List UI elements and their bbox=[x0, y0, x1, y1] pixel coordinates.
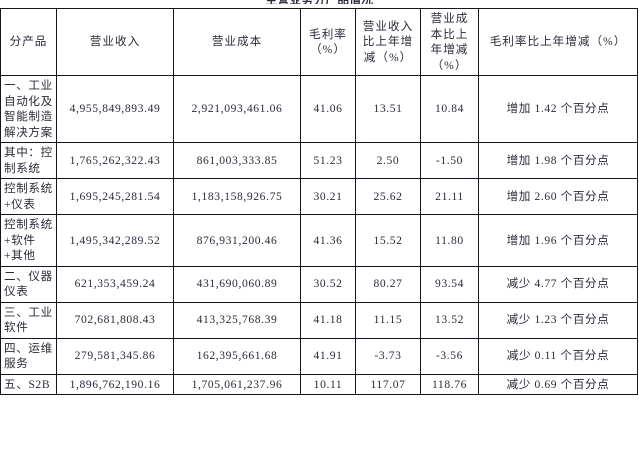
column-header-revenue-yoy: 营业收入 比上年增 减（%） bbox=[355, 8, 421, 76]
column-header-cost-yoy-line4: （%） bbox=[431, 58, 468, 72]
cell-revenue: 1,896,762,190.16 bbox=[56, 373, 174, 395]
cell-cost-yoy: -3.56 bbox=[420, 337, 479, 375]
cell-margin-yoy: 增加 2.60 个百分点 bbox=[478, 178, 638, 215]
column-header-gross-margin: 毛利率 （%） bbox=[300, 8, 356, 76]
cell-cost-yoy: -1.50 bbox=[420, 142, 479, 179]
column-header-cost-yoy-line1: 营业成 bbox=[430, 12, 469, 25]
cell-revenue: 1,765,262,322.43 bbox=[56, 142, 174, 179]
cell-cost: 2,921,093,461.06 bbox=[173, 75, 301, 143]
cell-gross-margin: 51.23 bbox=[300, 142, 356, 179]
column-header-revenue-yoy-line3: 减（%） bbox=[363, 50, 413, 64]
table-row: 五、S2B 1,896,762,190.16 1,705,061,237.96 10.… bbox=[0, 373, 638, 395]
column-header-revenue-yoy-line1: 营业收入 bbox=[362, 19, 414, 33]
cell-cost-yoy: 21.11 bbox=[420, 178, 479, 215]
cell-margin-yoy: 减少 0.69 个百分点 bbox=[478, 373, 638, 395]
table-header: 分产品 营业收入 营业成本 毛利率 （%） 营业收入 比上年增 减（%） 营业成… bbox=[0, 8, 638, 76]
cell-margin-yoy: 增加 1.42 个百分点 bbox=[478, 75, 638, 143]
cell-gross-margin: 41.91 bbox=[300, 337, 356, 375]
table-row: 控制系统+软件+其他 1,495,342,289.52 876,931,200.46… bbox=[0, 214, 638, 267]
cell-cost: 431,690,060.89 bbox=[173, 265, 301, 303]
column-header-product: 分产品 bbox=[0, 8, 57, 76]
cell-gross-margin: 10.11 bbox=[300, 373, 356, 395]
table-header-row: 分产品 营业收入 营业成本 毛利率 （%） 营业收入 比上年增 减（%） 营业成… bbox=[0, 8, 638, 76]
cell-revenue: 4,955,849,893.49 bbox=[56, 75, 174, 143]
column-header-revenue-yoy-line2: 比上年增 bbox=[362, 35, 414, 49]
cell-revenue: 279,581,345.86 bbox=[56, 337, 174, 375]
cell-gross-margin: 30.21 bbox=[300, 178, 356, 215]
cell-cost-yoy: 118.76 bbox=[420, 373, 479, 395]
column-header-cost-label: 营业成本 bbox=[211, 35, 263, 49]
revenue-by-product-table: 分产品 营业收入 营业成本 毛利率 （%） 营业收入 比上年增 减（%） 营业成… bbox=[0, 8, 638, 395]
column-header-cost-yoy-line3: 年增减 bbox=[430, 43, 469, 56]
cell-cost: 876,931,200.46 bbox=[173, 214, 301, 267]
column-header-cost-yoy: 营业成 本比上 年增减 （%） bbox=[420, 8, 479, 76]
cell-margin-yoy: 增加 1.98 个百分点 bbox=[478, 142, 638, 179]
cell-margin-yoy: 减少 1.23 个百分点 bbox=[478, 301, 638, 339]
cell-revenue-yoy: 25.62 bbox=[355, 178, 421, 215]
cell-product: 控制系统+仪表 bbox=[0, 178, 57, 215]
cell-revenue-yoy: 117.07 bbox=[355, 373, 421, 395]
column-header-cost-yoy-line2: 本比上 bbox=[430, 27, 469, 41]
cell-product: 四、运维服务 bbox=[0, 337, 57, 375]
cell-gross-margin: 30.52 bbox=[300, 265, 356, 303]
table-row: 一、工业自动化及智能制造解决方案 4,955,849,893.49 2,921,09… bbox=[0, 75, 638, 143]
cell-revenue: 621,353,459.24 bbox=[56, 265, 174, 303]
cell-product: 二、仪器仪表 bbox=[0, 265, 57, 303]
table-row: 三、工业软件 702,681,808.43 413,325,768.39 41.18 1… bbox=[0, 301, 638, 339]
cell-product: 一、工业自动化及智能制造解决方案 bbox=[0, 75, 57, 143]
cell-margin-yoy: 减少 4.77 个百分点 bbox=[478, 265, 638, 303]
column-header-product-label: 分产品 bbox=[9, 35, 48, 49]
cell-product: 其中：控制系统 bbox=[0, 142, 57, 179]
cell-revenue-yoy: 11.15 bbox=[355, 301, 421, 339]
cell-gross-margin: 41.18 bbox=[300, 301, 356, 339]
column-header-margin-yoy: 毛利率比上年增减（%） bbox=[478, 8, 638, 76]
cell-cost: 861,003,333.85 bbox=[173, 142, 301, 179]
cell-revenue: 702,681,808.43 bbox=[56, 301, 174, 339]
table-row: 其中：控制系统 1,765,262,322.43 861,003,333.85 51.… bbox=[0, 142, 638, 179]
cell-gross-margin: 41.36 bbox=[300, 214, 356, 267]
page-title: 主营业务分产品情况 bbox=[0, 0, 639, 4]
cell-cost-yoy: 93.54 bbox=[420, 265, 479, 303]
column-header-revenue-label: 营业收入 bbox=[89, 35, 141, 49]
cell-product: 控制系统+软件+其他 bbox=[0, 214, 57, 267]
column-header-cost: 营业成本 bbox=[173, 8, 301, 76]
cell-revenue-yoy: 80.27 bbox=[355, 265, 421, 303]
table-row: 二、仪器仪表 621,353,459.24 431,690,060.89 30.52 8… bbox=[0, 265, 638, 303]
cell-cost-yoy: 10.84 bbox=[420, 75, 479, 143]
cell-revenue-yoy: 13.51 bbox=[355, 75, 421, 143]
cell-product: 三、工业软件 bbox=[0, 301, 57, 339]
table-row: 控制系统+仪表 1,695,245,281.54 1,183,158,926.75 3… bbox=[0, 178, 638, 215]
cell-gross-margin: 41.06 bbox=[300, 75, 356, 143]
cell-product: 五、S2B bbox=[0, 373, 57, 395]
cell-margin-yoy: 增加 1.96 个百分点 bbox=[478, 214, 638, 267]
cell-revenue: 1,695,245,281.54 bbox=[56, 178, 174, 215]
column-header-revenue: 营业收入 bbox=[56, 8, 174, 76]
cell-cost: 1,183,158,926.75 bbox=[173, 178, 301, 215]
cell-revenue: 1,495,342,289.52 bbox=[56, 214, 174, 267]
column-header-gross-margin-line2: （%） bbox=[310, 43, 346, 56]
cell-margin-yoy: 减少 0.11 个百分点 bbox=[478, 337, 638, 375]
cell-cost: 1,705,061,237.96 bbox=[173, 373, 301, 395]
cell-cost-yoy: 11.80 bbox=[420, 214, 479, 267]
column-header-margin-yoy-label: 毛利率比上年增减（%） bbox=[489, 35, 627, 49]
cell-cost: 162,395,661.68 bbox=[173, 337, 301, 375]
table-body: 一、工业自动化及智能制造解决方案 4,955,849,893.49 2,921,09… bbox=[0, 75, 638, 395]
cell-cost: 413,325,768.39 bbox=[173, 301, 301, 339]
cell-cost-yoy: 13.52 bbox=[420, 301, 479, 339]
column-header-gross-margin-line1: 毛利率 bbox=[309, 27, 347, 41]
cell-revenue-yoy: 2.50 bbox=[355, 142, 421, 179]
cell-revenue-yoy: 15.52 bbox=[355, 214, 421, 267]
cell-revenue-yoy: -3.73 bbox=[355, 337, 421, 375]
table-row: 四、运维服务 279,581,345.86 162,395,661.68 41.91-… bbox=[0, 337, 638, 375]
